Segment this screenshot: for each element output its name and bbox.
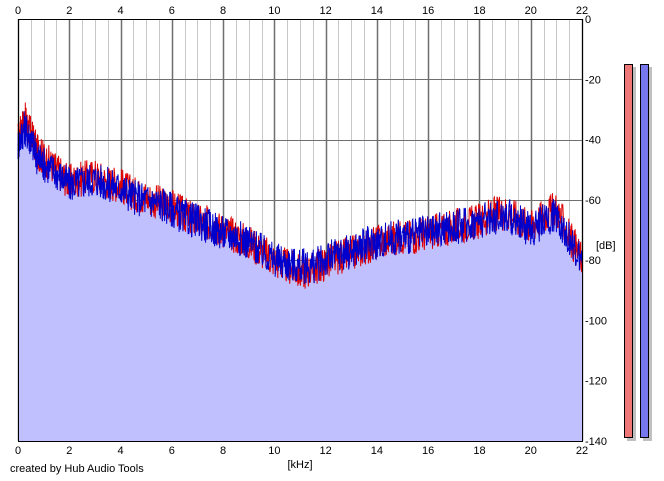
level-meter-left (624, 64, 633, 438)
x-tick-label-bottom: 14 (371, 445, 383, 457)
x-tick-label-top: 4 (117, 5, 123, 17)
y-tick-label: 0 (585, 14, 591, 26)
x-tick-label-top: 2 (66, 5, 72, 17)
x-axis-bottom: 0 2 4 6 8 10 12 14 16 18 20 22 (15, 445, 588, 457)
x-tick-label-bottom: 12 (320, 445, 332, 457)
y-tick-label: -80 (585, 255, 601, 267)
x-tick-label-top: 20 (525, 5, 537, 17)
x-tick-label-bottom: 20 (525, 445, 537, 457)
x-tick-label-top: 14 (371, 5, 383, 17)
x-tick-label-bottom: 8 (220, 445, 226, 457)
x-tick-label-top: 10 (268, 5, 280, 17)
x-tick-label-top: 0 (15, 5, 21, 17)
x-tick-label-bottom: 0 (15, 445, 21, 457)
x-tick-label-bottom: 10 (268, 445, 280, 457)
x-tick-label-bottom: 18 (473, 445, 485, 457)
x-tick-label-top: 16 (422, 5, 434, 17)
x-tick-label-top: 6 (169, 5, 175, 17)
y-tick-label: -140 (585, 436, 607, 448)
y-tick-label: -40 (585, 135, 601, 147)
x-tick-label-top: 22 (576, 5, 588, 17)
x-tick-label-bottom: 6 (169, 445, 175, 457)
x-tick-label-bottom: 4 (117, 445, 123, 457)
x-tick-label-top: 12 (320, 5, 332, 17)
level-meter-right (640, 64, 649, 438)
y-axis-right: 0 -20 -40 -60 -80 -100 -120 -140 (585, 14, 607, 448)
x-axis-top: 0 2 4 6 8 10 12 14 16 18 20 22 (15, 5, 588, 17)
x-tick-label-top: 8 (220, 5, 226, 17)
series-red-line (17, 102, 583, 289)
y-tick-label: -60 (585, 195, 601, 207)
x-tick-label-top: 18 (473, 5, 485, 17)
plot-frame (18, 19, 583, 442)
x-tick-label-bottom: 16 (422, 445, 434, 457)
x-axis-label: [kHz] (287, 459, 312, 471)
credit-text: created by Hub Audio Tools (10, 463, 144, 475)
y-axis-label: [dB] (596, 240, 616, 252)
y-tick-label: -120 (585, 376, 607, 388)
y-tick-label: -100 (585, 315, 607, 327)
series-blue-line (17, 111, 583, 284)
x-tick-label-bottom: 2 (66, 445, 72, 457)
spectrum-fill-area (18, 115, 582, 441)
x-tick-label-bottom: 22 (576, 445, 588, 457)
y-tick-label: -20 (585, 74, 601, 86)
